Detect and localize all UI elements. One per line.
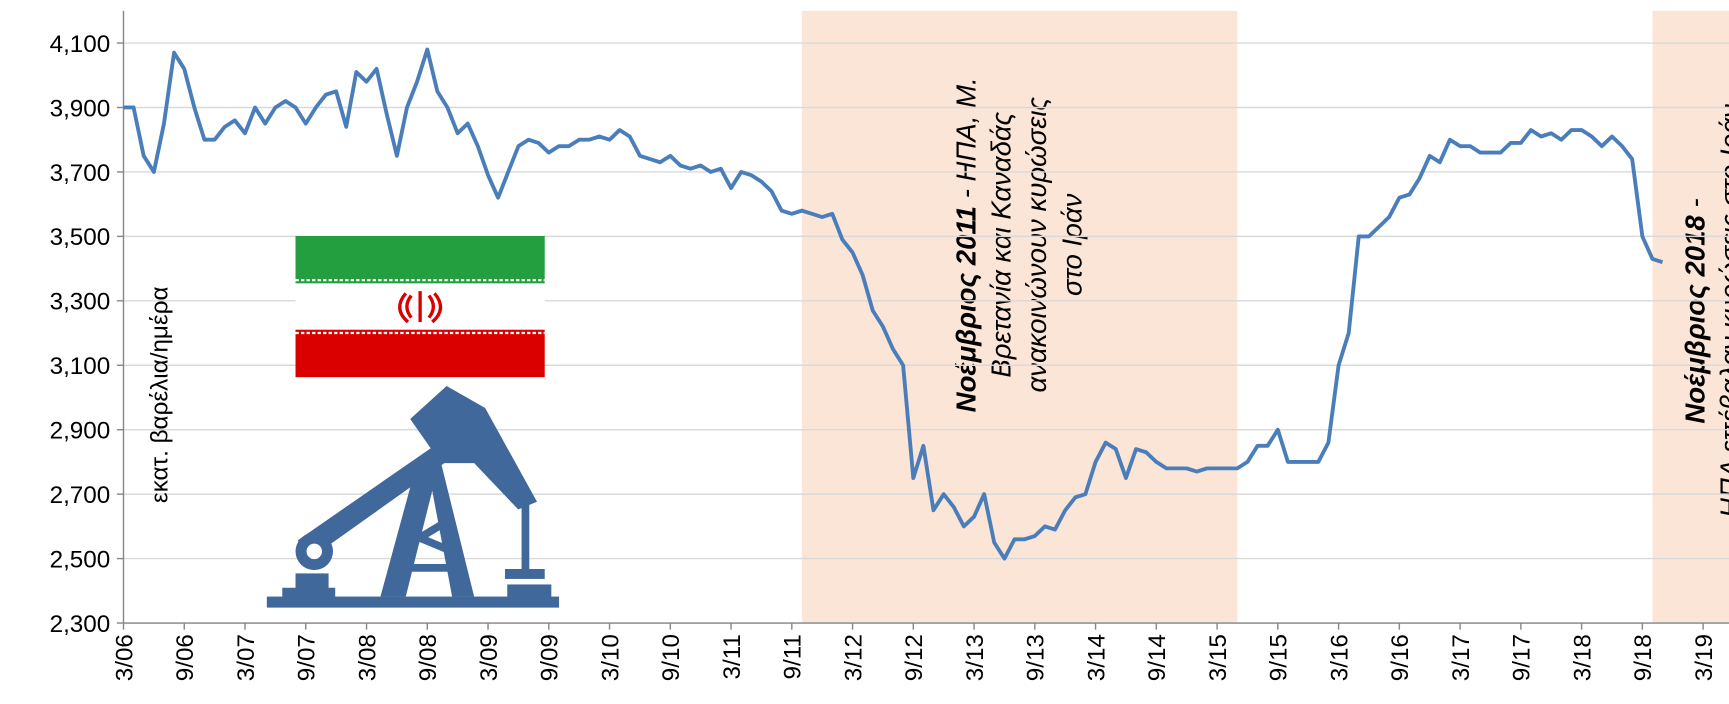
annotation-line: Βρετανία και Καναδάς (986, 111, 1017, 377)
y-tick-label: 2,500 (50, 546, 111, 573)
annotation-line: ανακοινώνουν κυρώσεις (1021, 97, 1052, 393)
y-tick-label: 3,900 (50, 95, 111, 122)
annotation-text: - ΗΠΑ, Μ. (950, 77, 981, 198)
pump-part (282, 588, 335, 599)
x-tick-label: 3/08 (354, 634, 381, 681)
x-tick-label: 9/06 (172, 634, 199, 681)
x-tick-label: 9/15 (1266, 634, 1293, 681)
x-tick-label: 3/14 (1083, 634, 1110, 681)
x-tick-label: 3/12 (840, 634, 867, 681)
x-tick-label: 3/09 (476, 634, 503, 681)
flag-red (296, 330, 545, 377)
x-tick-label: 9/11 (780, 634, 807, 679)
x-tick-label: 9/08 (415, 634, 442, 681)
pump-part (507, 584, 551, 597)
x-tick-label: 9/10 (658, 634, 685, 681)
pump-icon (267, 386, 559, 608)
pump-part (296, 573, 329, 588)
annotation-heading: Νοέμβριος 2018 (1679, 215, 1710, 424)
chart: Νοέμβριος 2011- ΗΠΑ, Μ.Βρετανία και Κανα… (0, 0, 1729, 704)
annotation-line: στο Ιράν (1056, 193, 1087, 296)
flag (296, 236, 545, 377)
x-tick-label: 3/11 (719, 634, 746, 679)
y-tick-label: 3,700 (50, 160, 111, 187)
x-tick-label: 3/17 (1448, 634, 1475, 681)
annotation-text: - (1679, 198, 1710, 207)
page: Νοέμβριος 2011- ΗΠΑ, Μ.Βρετανία και Κανα… (0, 0, 1729, 704)
x-tick-label: 3/19 (1691, 634, 1718, 681)
flag-green (296, 236, 545, 283)
y-tick-label: 4,100 (50, 31, 111, 58)
y-tick-label: 3,500 (50, 224, 111, 251)
x-tick-label: 3/06 (111, 634, 138, 681)
pump-hub (307, 544, 322, 559)
x-tick-label: 3/16 (1326, 634, 1353, 681)
y-axis-label: εκατ. βαρέλια/ημέρα (147, 286, 174, 503)
y-tick-label: 3,300 (50, 289, 111, 316)
x-tick-label: 3/15 (1205, 634, 1232, 681)
y-tick-label: 2,700 (50, 482, 111, 509)
pump-part (505, 569, 545, 579)
x-tick-label: 3/10 (597, 634, 624, 681)
x-tick-label: 9/14 (1144, 634, 1171, 681)
x-tick-label: 9/18 (1630, 634, 1657, 681)
x-tick-label: 9/16 (1387, 634, 1414, 681)
y-tick-label: 2,900 (50, 418, 111, 445)
x-tick-label: 3/13 (962, 634, 989, 681)
y-tick-label: 2,300 (50, 611, 111, 638)
pump-rod (522, 502, 530, 570)
x-tick-label: 3/18 (1569, 634, 1596, 681)
annotation-line: ΗΠΑ επέβαλαν κυρώσεις στο Ιράν (1715, 104, 1729, 518)
x-tick-label: 9/12 (901, 634, 928, 681)
y-tick-label: 3,100 (50, 353, 111, 380)
bands: Νοέμβριος 2011- ΗΠΑ, Μ.Βρετανία και Κανα… (802, 11, 1729, 623)
event-band (802, 11, 1237, 623)
x-tick-label: 3/07 (233, 634, 260, 681)
x-tick-label: 9/13 (1023, 634, 1050, 681)
x-tick-label: 9/09 (537, 634, 564, 681)
x-tick-label: 9/17 (1509, 634, 1536, 681)
annotation-line: Νοέμβριος 2011- ΗΠΑ, Μ. (950, 77, 981, 412)
annotation-line: Νοέμβριος 2018 - (1679, 198, 1710, 423)
x-tick-label: 9/07 (294, 634, 321, 681)
